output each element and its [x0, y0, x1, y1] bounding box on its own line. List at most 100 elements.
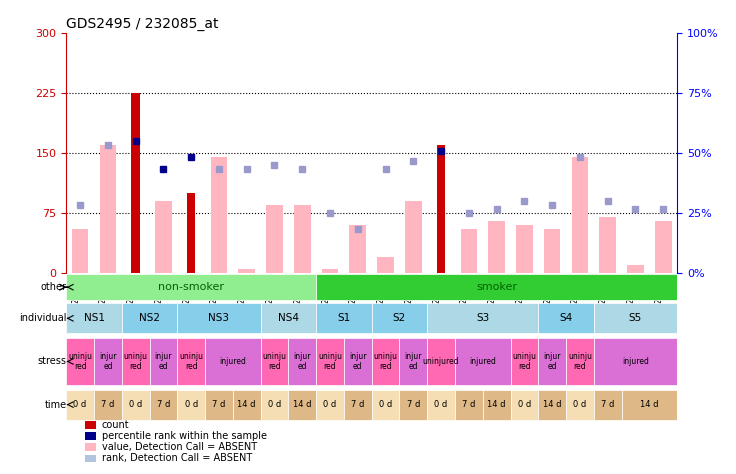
Bar	[261, 303, 316, 333]
Bar	[316, 274, 677, 300]
Text: 0 d: 0 d	[323, 400, 336, 409]
Bar	[622, 390, 677, 419]
Text: uninju
red: uninju red	[374, 352, 397, 371]
Bar	[238, 269, 255, 273]
Bar	[66, 338, 94, 385]
Text: percentile rank within the sample: percentile rank within the sample	[102, 431, 266, 441]
Text: injured: injured	[470, 357, 496, 366]
Bar	[177, 303, 261, 333]
Bar	[94, 390, 121, 419]
Bar	[400, 390, 427, 419]
Bar	[289, 390, 316, 419]
Text: NS2: NS2	[139, 313, 160, 323]
Text: 0 d: 0 d	[573, 400, 587, 409]
Text: 0 d: 0 d	[185, 400, 198, 409]
Text: 0 d: 0 d	[379, 400, 392, 409]
Bar	[85, 455, 96, 462]
Text: injur
ed: injur ed	[294, 352, 311, 371]
Text: 14 d: 14 d	[543, 400, 562, 409]
Text: 0 d: 0 d	[129, 400, 142, 409]
Text: 7 d: 7 d	[102, 400, 115, 409]
Text: injur
ed: injur ed	[155, 352, 172, 371]
Text: injur
ed: injur ed	[349, 352, 367, 371]
Text: smoker: smoker	[476, 282, 517, 292]
Bar	[121, 303, 177, 333]
Text: 14 d: 14 d	[293, 400, 311, 409]
Text: injur
ed: injur ed	[543, 352, 561, 371]
Bar	[372, 303, 427, 333]
Text: S5: S5	[629, 313, 642, 323]
Bar	[261, 338, 289, 385]
Text: S2: S2	[393, 313, 406, 323]
Text: uninju
red: uninju red	[318, 352, 342, 371]
Text: 0 d: 0 d	[268, 400, 281, 409]
Text: 0 d: 0 d	[517, 400, 531, 409]
Text: uninjured: uninjured	[422, 357, 459, 366]
Text: 14 d: 14 d	[487, 400, 506, 409]
Text: 7 d: 7 d	[351, 400, 364, 409]
Text: individual: individual	[19, 313, 67, 323]
Text: time: time	[45, 400, 67, 410]
Text: uninju
red: uninju red	[124, 352, 148, 371]
Text: 14 d: 14 d	[640, 400, 659, 409]
Bar	[85, 443, 96, 451]
Text: injured: injured	[219, 357, 247, 366]
Bar	[149, 390, 177, 419]
Bar	[455, 338, 511, 385]
Bar	[538, 338, 566, 385]
Bar	[599, 217, 616, 273]
Bar	[350, 225, 366, 273]
Bar	[210, 157, 227, 273]
Bar	[66, 274, 316, 300]
Bar	[316, 390, 344, 419]
Bar	[121, 390, 149, 419]
Text: 0 d: 0 d	[74, 400, 87, 409]
Bar	[72, 229, 88, 273]
Bar	[538, 303, 594, 333]
Bar	[594, 338, 677, 385]
Text: NS3: NS3	[208, 313, 230, 323]
Bar	[594, 390, 622, 419]
Bar	[132, 93, 140, 273]
Bar	[289, 338, 316, 385]
Bar	[177, 338, 205, 385]
Bar	[66, 390, 94, 419]
Bar	[261, 390, 289, 419]
Bar	[538, 390, 566, 419]
Bar	[378, 257, 394, 273]
Bar	[66, 303, 121, 333]
Text: S3: S3	[476, 313, 489, 323]
Bar	[372, 338, 400, 385]
Bar	[488, 221, 505, 273]
Bar	[427, 303, 538, 333]
Bar	[566, 390, 594, 419]
Text: uninju
red: uninju red	[512, 352, 537, 371]
Text: uninju
red: uninju red	[179, 352, 203, 371]
Text: other: other	[40, 282, 67, 292]
Bar	[427, 338, 455, 385]
Text: injured: injured	[622, 357, 649, 366]
Bar	[344, 338, 372, 385]
Bar	[405, 201, 422, 273]
Bar	[516, 225, 533, 273]
Bar	[205, 390, 233, 419]
Text: injur
ed: injur ed	[405, 352, 422, 371]
Bar	[511, 390, 538, 419]
Bar	[400, 338, 427, 385]
Bar	[85, 432, 96, 440]
Bar	[594, 303, 677, 333]
Bar	[627, 265, 644, 273]
Bar	[177, 390, 205, 419]
Bar	[544, 229, 561, 273]
Bar	[372, 390, 400, 419]
Text: S1: S1	[337, 313, 350, 323]
Text: 7 d: 7 d	[157, 400, 170, 409]
Text: non-smoker: non-smoker	[158, 282, 224, 292]
Bar	[121, 338, 149, 385]
Text: GDS2495 / 232085_at: GDS2495 / 232085_at	[66, 17, 219, 31]
Text: S4: S4	[559, 313, 573, 323]
Text: uninju
red: uninju red	[568, 352, 592, 371]
Text: value, Detection Call = ABSENT: value, Detection Call = ABSENT	[102, 442, 257, 452]
Bar	[233, 390, 261, 419]
Text: count: count	[102, 420, 130, 430]
